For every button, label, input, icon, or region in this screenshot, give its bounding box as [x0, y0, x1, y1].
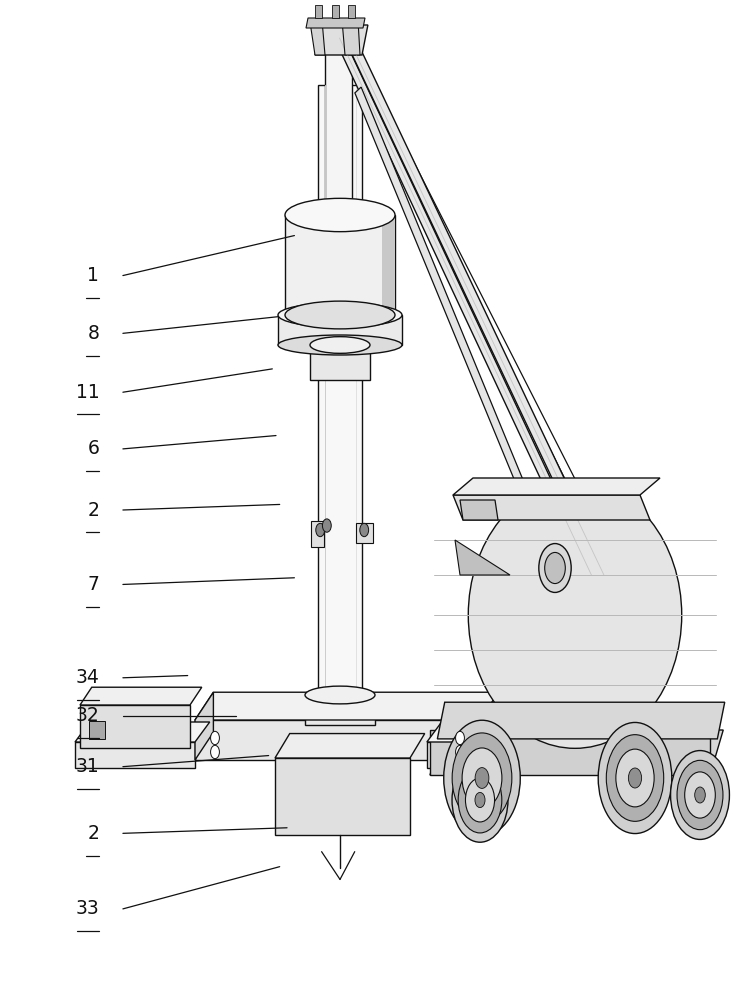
Ellipse shape [278, 335, 402, 355]
Circle shape [677, 760, 723, 830]
Circle shape [452, 733, 512, 823]
Circle shape [475, 768, 489, 788]
Circle shape [606, 735, 664, 821]
Circle shape [670, 751, 729, 839]
Polygon shape [195, 720, 480, 760]
Polygon shape [305, 695, 375, 725]
Circle shape [545, 552, 565, 584]
Polygon shape [355, 87, 558, 571]
Polygon shape [334, 38, 596, 575]
Polygon shape [455, 540, 510, 575]
Text: 31: 31 [76, 757, 99, 776]
Polygon shape [318, 85, 362, 710]
Bar [89, 721, 105, 739]
Circle shape [456, 731, 464, 745]
Polygon shape [80, 705, 190, 748]
Circle shape [452, 758, 508, 842]
Polygon shape [195, 692, 498, 720]
Polygon shape [382, 215, 395, 315]
Polygon shape [310, 345, 370, 380]
Text: 1: 1 [88, 266, 99, 285]
Circle shape [360, 523, 369, 537]
Polygon shape [430, 730, 723, 775]
Circle shape [684, 772, 715, 818]
Polygon shape [460, 500, 498, 520]
Polygon shape [311, 521, 324, 547]
Polygon shape [275, 758, 410, 835]
Ellipse shape [468, 482, 682, 748]
Circle shape [459, 767, 502, 833]
Polygon shape [275, 734, 425, 758]
Circle shape [210, 745, 219, 759]
Bar [315, 5, 322, 18]
Text: 6: 6 [88, 439, 99, 458]
Ellipse shape [278, 303, 402, 327]
Circle shape [465, 778, 495, 822]
Ellipse shape [310, 337, 370, 353]
Circle shape [695, 787, 705, 803]
Polygon shape [347, 40, 609, 577]
Text: 2: 2 [88, 501, 99, 520]
Polygon shape [437, 702, 725, 739]
Polygon shape [195, 692, 213, 760]
Text: 34: 34 [76, 668, 99, 687]
Bar [348, 5, 355, 18]
Text: 11: 11 [76, 383, 99, 402]
Text: 8: 8 [88, 324, 99, 343]
Polygon shape [80, 687, 202, 705]
Polygon shape [75, 742, 195, 768]
Circle shape [456, 745, 464, 759]
Text: 7: 7 [88, 575, 99, 594]
Ellipse shape [285, 301, 395, 329]
Polygon shape [325, 20, 352, 215]
Ellipse shape [285, 198, 395, 232]
Polygon shape [315, 25, 368, 55]
Polygon shape [430, 730, 710, 775]
Ellipse shape [305, 686, 375, 704]
Circle shape [322, 519, 331, 532]
Circle shape [598, 722, 672, 834]
Polygon shape [453, 495, 650, 520]
Polygon shape [356, 523, 373, 543]
Polygon shape [427, 722, 495, 742]
Circle shape [444, 720, 520, 836]
Circle shape [316, 523, 325, 537]
Polygon shape [285, 215, 395, 315]
Polygon shape [306, 18, 365, 28]
Text: 32: 32 [76, 706, 99, 725]
Polygon shape [310, 20, 325, 55]
Circle shape [210, 731, 219, 745]
Polygon shape [75, 722, 210, 742]
Polygon shape [342, 20, 360, 55]
Circle shape [616, 749, 654, 807]
Circle shape [629, 768, 642, 788]
Text: 2: 2 [88, 824, 99, 843]
Text: 33: 33 [76, 899, 99, 918]
Bar [332, 5, 339, 18]
Circle shape [539, 544, 571, 592]
Polygon shape [427, 742, 480, 768]
Polygon shape [453, 478, 660, 495]
Circle shape [475, 792, 485, 808]
Circle shape [462, 748, 502, 808]
Polygon shape [278, 315, 402, 345]
